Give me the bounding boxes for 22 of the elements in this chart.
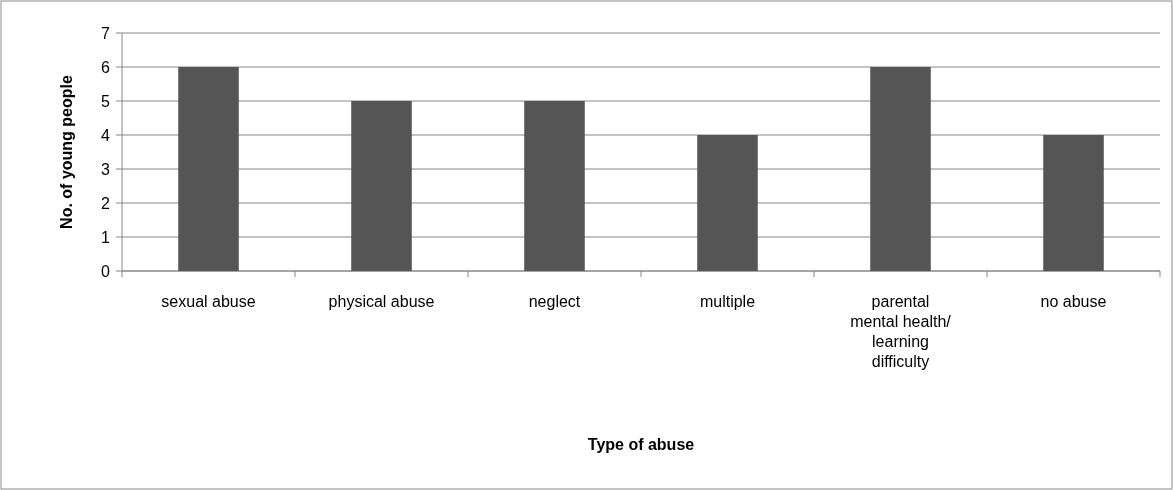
y-tick-label: 1 bbox=[101, 228, 111, 246]
x-tick-label: parental mental health/ learning difficulty bbox=[850, 293, 952, 370]
bar bbox=[697, 135, 758, 271]
x-tick-label: no abuse bbox=[1040, 293, 1107, 310]
x-tick-label: multiple bbox=[699, 293, 756, 310]
y-tick-label: 5 bbox=[101, 92, 111, 110]
y-tick-label: 4 bbox=[101, 126, 111, 144]
x-tick-label: neglect bbox=[528, 293, 581, 310]
bar bbox=[178, 67, 239, 271]
x-tick-label: physical abuse bbox=[328, 293, 435, 310]
y-tick-label: 3 bbox=[101, 160, 111, 178]
y-tick-label: 6 bbox=[101, 58, 111, 76]
y-tick-label: 2 bbox=[101, 194, 111, 212]
y-tick-label: 0 bbox=[101, 262, 111, 280]
bar bbox=[524, 101, 585, 271]
y-axis-title: No. of young people bbox=[58, 75, 75, 229]
bar bbox=[1043, 135, 1104, 271]
x-axis-title: Type of abuse bbox=[587, 436, 695, 453]
bar bbox=[351, 101, 412, 271]
x-tick-label: sexual abuse bbox=[161, 293, 256, 310]
bar bbox=[870, 67, 931, 271]
y-tick-label: 7 bbox=[101, 24, 111, 42]
